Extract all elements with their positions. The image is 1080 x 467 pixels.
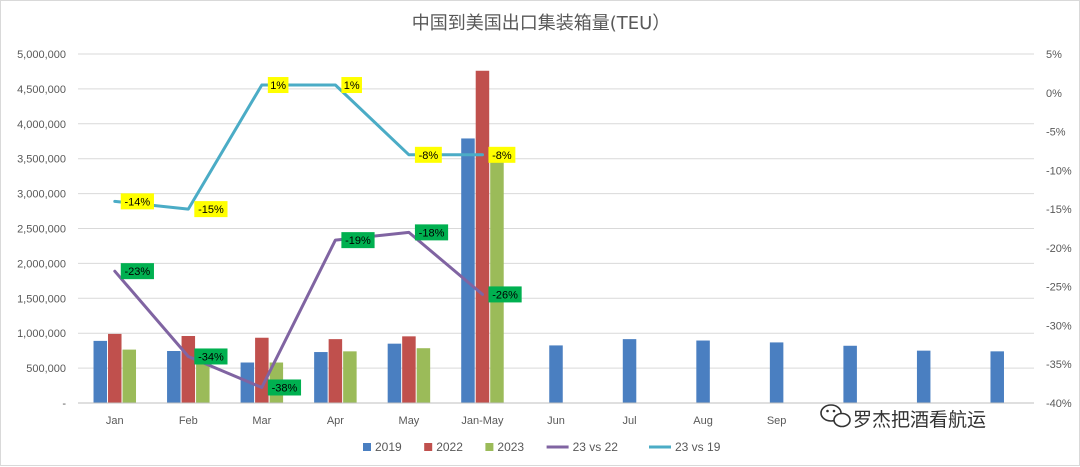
y2-tick-label: -15%: [1046, 204, 1072, 216]
bars: [93, 70, 1004, 403]
bar-2019: [93, 340, 108, 403]
y-tick-label: 1,500,000: [17, 293, 66, 305]
bar-2022: [255, 337, 269, 403]
y-tick-label: 4,500,000: [17, 84, 66, 96]
y2-tick-label: -35%: [1046, 359, 1072, 371]
x-tick-label: Jan-May: [461, 415, 504, 427]
y2-tick-label: -40%: [1046, 398, 1072, 410]
y-tick-label: 4,000,000: [17, 119, 66, 131]
legend-label: 2023: [497, 440, 524, 454]
chart-title: 中国到美国出口集装箱量(TEU）: [412, 13, 671, 34]
bar-2022: [108, 333, 122, 403]
legend-swatch: [424, 443, 433, 451]
bar-2023: [490, 158, 504, 403]
x-tick-label: Feb: [179, 415, 198, 427]
data-label-box: [194, 201, 228, 218]
bar-2019: [622, 339, 637, 403]
y-tick-label: 3,000,000: [17, 189, 66, 201]
data-label-box: [120, 193, 154, 210]
data-label: -38%: [272, 382, 298, 394]
bar-2019: [916, 350, 931, 403]
legend-label: 2019: [375, 440, 402, 454]
bar-2022: [181, 335, 196, 403]
data-label-box: [194, 348, 228, 365]
data-labels: -23% -34% -38% -19% -18% -26% -14% -15% 1% 1% -8% -…: [120, 77, 522, 396]
data-label: 1%: [344, 80, 360, 92]
bar-2019: [843, 345, 857, 403]
x-tick-label: Sep: [767, 415, 787, 427]
y-tick-label: 2,000,000: [17, 258, 66, 270]
bar-2023: [122, 349, 137, 403]
legend-swatch: [363, 443, 371, 451]
data-label-box: [267, 379, 302, 396]
data-label-box: [341, 77, 362, 94]
x-tick-label: Jan: [106, 415, 124, 427]
bar-2019: [549, 345, 563, 403]
data-label-box: [414, 146, 442, 163]
x-tick-label: Jun: [547, 415, 565, 427]
gridlines: [78, 53, 1034, 404]
data-label-box: [267, 77, 289, 94]
data-label: -14%: [125, 196, 151, 208]
data-label-box: [488, 146, 516, 163]
data-label: -18%: [419, 227, 445, 239]
data-label: -8%: [492, 150, 512, 162]
bar-2019: [314, 352, 328, 403]
y2-tick-label: -20%: [1046, 243, 1072, 255]
legend-label: 23 vs 19: [675, 440, 721, 454]
y-tick-label: 5,000,000: [17, 49, 66, 61]
data-label: -23%: [125, 266, 151, 278]
bar-2022: [475, 70, 490, 403]
bar-2019: [696, 340, 710, 403]
y2-tick-label: 0%: [1046, 88, 1062, 100]
data-label-box: [341, 232, 375, 249]
watermark: 罗杰把酒看航运: [820, 404, 986, 431]
data-label-box: [120, 263, 154, 280]
x-tick-label: Aug: [693, 415, 713, 427]
y-tick-label: 1,000,000: [17, 328, 66, 340]
legend-swatch: [485, 443, 494, 451]
legend-label: 2022: [436, 440, 463, 454]
bar-2019: [990, 351, 1004, 403]
x-tick-label: Apr: [327, 415, 344, 427]
x-tick-label: May: [399, 415, 420, 427]
x-tick-label: Jul: [623, 415, 637, 427]
bar-2019: [167, 350, 181, 403]
bar-2023: [196, 358, 210, 403]
data-label: 1%: [270, 80, 286, 92]
y2-tick-label: -30%: [1046, 320, 1072, 332]
legend: 2019 2022 2023 23 vs 22 23 vs 19: [363, 440, 721, 454]
data-label: -19%: [345, 235, 371, 247]
axes: - 500,000 1,000,000 1,500,000 2,000,000 2,500…: [17, 49, 1072, 427]
y2-tick-label: 5%: [1046, 49, 1062, 61]
bar-2023: [343, 351, 357, 403]
y-tick-label: 2,500,000: [17, 224, 66, 236]
legend-label: 23 vs 22: [573, 440, 619, 454]
y-tick-label: -: [62, 398, 66, 410]
bar-2022: [328, 339, 343, 403]
data-label-box: [414, 224, 449, 241]
data-label-box: [488, 286, 522, 303]
y2-tick-label: -25%: [1046, 282, 1072, 294]
wechat-icon: [820, 404, 851, 428]
data-label: -26%: [492, 289, 518, 301]
data-label: -8%: [419, 150, 439, 162]
y2-tick-label: -5%: [1046, 127, 1066, 139]
data-label: -34%: [198, 351, 224, 363]
bar-2019: [769, 342, 784, 403]
watermark-text: 罗杰把酒看航运: [853, 409, 986, 431]
bar-2019: [461, 138, 475, 403]
x-tick-label: Mar: [252, 415, 271, 427]
bar-2022: [402, 336, 416, 403]
bar-2019: [387, 343, 402, 403]
y-tick-label: 500,000: [26, 363, 66, 375]
data-label: -15%: [198, 204, 224, 216]
bar-2023: [416, 348, 431, 403]
y-tick-label: 3,500,000: [17, 154, 66, 166]
y2-tick-label: -10%: [1046, 165, 1072, 177]
series-line-23 vs 22: [113, 230, 484, 389]
